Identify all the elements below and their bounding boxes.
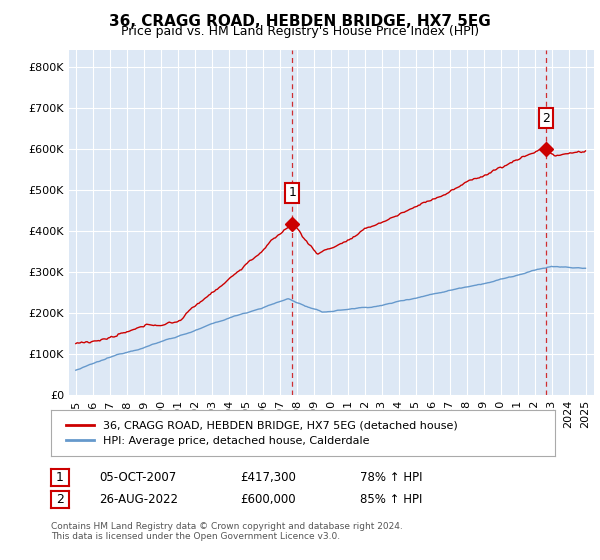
Text: 05-OCT-2007: 05-OCT-2007 xyxy=(99,470,176,484)
Legend: 36, CRAGG ROAD, HEBDEN BRIDGE, HX7 5EG (detached house), HPI: Average price, det: 36, CRAGG ROAD, HEBDEN BRIDGE, HX7 5EG (… xyxy=(62,416,462,451)
Text: 36, CRAGG ROAD, HEBDEN BRIDGE, HX7 5EG: 36, CRAGG ROAD, HEBDEN BRIDGE, HX7 5EG xyxy=(109,14,491,29)
Text: 2: 2 xyxy=(56,493,64,506)
Text: £600,000: £600,000 xyxy=(240,493,296,506)
Text: 78% ↑ HPI: 78% ↑ HPI xyxy=(360,470,422,484)
Text: 85% ↑ HPI: 85% ↑ HPI xyxy=(360,493,422,506)
Text: Price paid vs. HM Land Registry's House Price Index (HPI): Price paid vs. HM Land Registry's House … xyxy=(121,25,479,38)
Text: 1: 1 xyxy=(56,470,64,484)
Text: 1: 1 xyxy=(289,186,296,199)
Text: Contains HM Land Registry data © Crown copyright and database right 2024.
This d: Contains HM Land Registry data © Crown c… xyxy=(51,522,403,542)
Text: £417,300: £417,300 xyxy=(240,470,296,484)
Text: 2: 2 xyxy=(542,111,550,124)
Text: 26-AUG-2022: 26-AUG-2022 xyxy=(99,493,178,506)
